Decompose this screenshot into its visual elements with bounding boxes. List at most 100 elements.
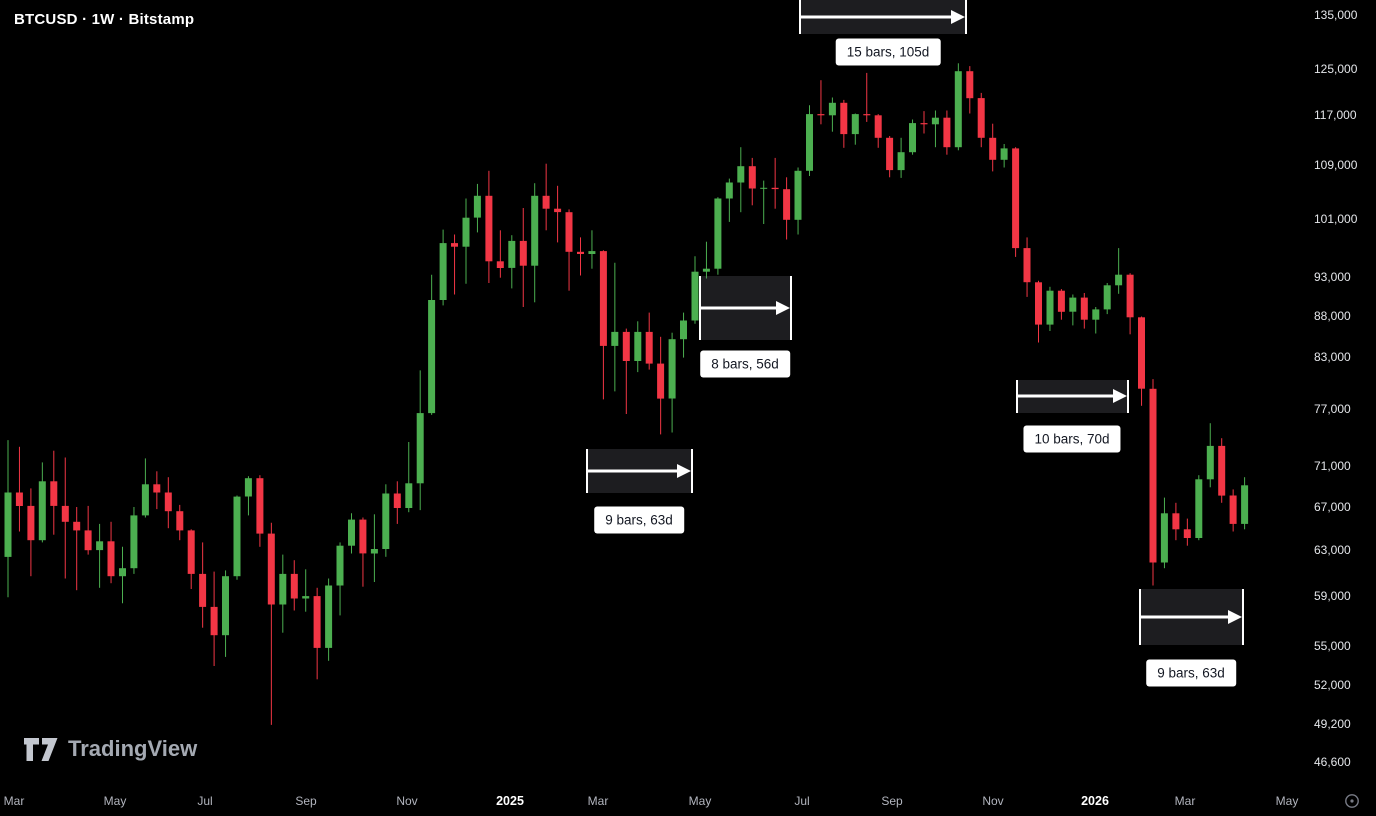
candle (313, 587, 321, 680)
date-range-drawing[interactable] (699, 276, 792, 340)
candle (771, 157, 779, 209)
candle (302, 569, 310, 612)
price-axis-label: 59,000 (1314, 589, 1351, 603)
candle (611, 262, 619, 392)
candle (519, 208, 527, 307)
candle (645, 312, 653, 370)
candle (290, 560, 298, 611)
candle (657, 336, 665, 435)
candle (233, 495, 241, 580)
candle (588, 230, 596, 269)
candle (416, 370, 424, 511)
time-axis-month-label: Nov (982, 794, 1004, 808)
candle (554, 185, 562, 243)
candle (1000, 144, 1008, 168)
candle (1035, 280, 1042, 343)
candle (966, 66, 974, 114)
price-axis-label: 77,000 (1314, 402, 1351, 416)
candle (943, 110, 951, 155)
time-axis-month-label: May (103, 794, 127, 808)
price-axis-label: 49,200 (1314, 717, 1351, 731)
time-axis[interactable]: Mar May Jul Sep Nov 2025 Mar May Jul Sep Nov 2026 Ma… (0, 787, 1376, 815)
time-axis-month-label: Nov (396, 794, 418, 808)
price-axis-label: 67,000 (1314, 500, 1351, 514)
timezone-settings-icon[interactable] (1342, 791, 1362, 811)
date-range-drawing[interactable] (1016, 380, 1129, 413)
candle (473, 183, 481, 233)
candle (508, 235, 516, 289)
candle (840, 99, 848, 148)
candle (760, 180, 768, 224)
candle (817, 80, 825, 125)
candle (451, 234, 458, 295)
time-axis-year-label: 2026 (1081, 794, 1109, 808)
candle (164, 477, 172, 529)
candle (783, 177, 791, 240)
candle (702, 241, 710, 279)
tradingview-watermark: TradingView (24, 736, 197, 762)
time-axis-month-label: May (1275, 794, 1299, 808)
candle (1080, 293, 1088, 329)
candle (1138, 316, 1145, 406)
date-range-drawing[interactable] (1139, 589, 1244, 645)
candle (38, 462, 46, 543)
date-range-drawing[interactable] (799, 0, 967, 34)
range-measurement-label[interactable]: 9 bars, 63d (594, 506, 684, 534)
candle (737, 147, 745, 213)
candle (542, 163, 550, 231)
candle (61, 457, 69, 579)
candle (909, 119, 916, 155)
symbol-legend[interactable]: BTCUSD · 1W · Bitstamp (14, 11, 195, 28)
candle (1183, 518, 1191, 546)
candle (1206, 423, 1214, 488)
candle (725, 178, 733, 222)
price-axis-label: 135,000 (1314, 8, 1358, 22)
range-measurement-label[interactable]: 15 bars, 105d (835, 38, 941, 66)
candle (1012, 147, 1020, 257)
candle (531, 183, 539, 303)
candle (141, 458, 149, 518)
range-measurement-label[interactable]: 9 bars, 63d (1146, 659, 1236, 687)
candle (439, 229, 447, 306)
price-axis-label: 71,000 (1314, 459, 1351, 473)
price-axis-label: 93,000 (1314, 270, 1351, 284)
candle (130, 507, 138, 574)
candle (4, 440, 12, 598)
candle (359, 517, 367, 587)
candle (954, 63, 962, 151)
candle (1023, 237, 1031, 297)
candle (210, 571, 218, 666)
candle (794, 167, 802, 235)
date-range-drawing[interactable] (586, 449, 693, 493)
candle (27, 488, 35, 577)
price-axis-label: 101,000 (1314, 212, 1358, 226)
candle (748, 157, 756, 206)
time-axis-year-label: 2025 (496, 794, 524, 808)
candle (1241, 477, 1249, 530)
candle (405, 442, 413, 513)
tradingview-wordmark: TradingView (68, 736, 198, 761)
range-measurement-label[interactable]: 10 bars, 70d (1023, 425, 1121, 453)
candle (348, 513, 355, 554)
price-axis-label: 83,000 (1314, 350, 1351, 364)
candle (897, 137, 905, 178)
candle (886, 136, 894, 178)
candle (920, 111, 928, 134)
time-axis-month-label: Mar (1174, 794, 1196, 808)
candle (977, 92, 985, 148)
candle (370, 514, 378, 582)
candle (382, 484, 390, 557)
time-axis-month-label: Sep (295, 794, 317, 808)
price-axis-label: 52,000 (1314, 678, 1351, 692)
price-axis[interactable]: 135,000 125,000 117,000 109,000 101,000 93,00… (1310, 0, 1376, 787)
candle (15, 446, 23, 532)
candle (244, 476, 252, 516)
range-measurement-label[interactable]: 8 bars, 56d (700, 350, 790, 378)
candle (565, 209, 573, 291)
candle (336, 542, 344, 616)
candle (1218, 438, 1226, 503)
candle (73, 507, 81, 591)
